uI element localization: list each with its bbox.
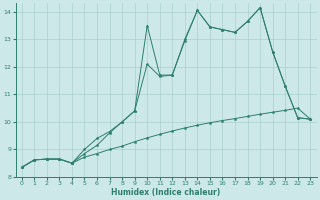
- X-axis label: Humidex (Indice chaleur): Humidex (Indice chaleur): [111, 188, 221, 197]
